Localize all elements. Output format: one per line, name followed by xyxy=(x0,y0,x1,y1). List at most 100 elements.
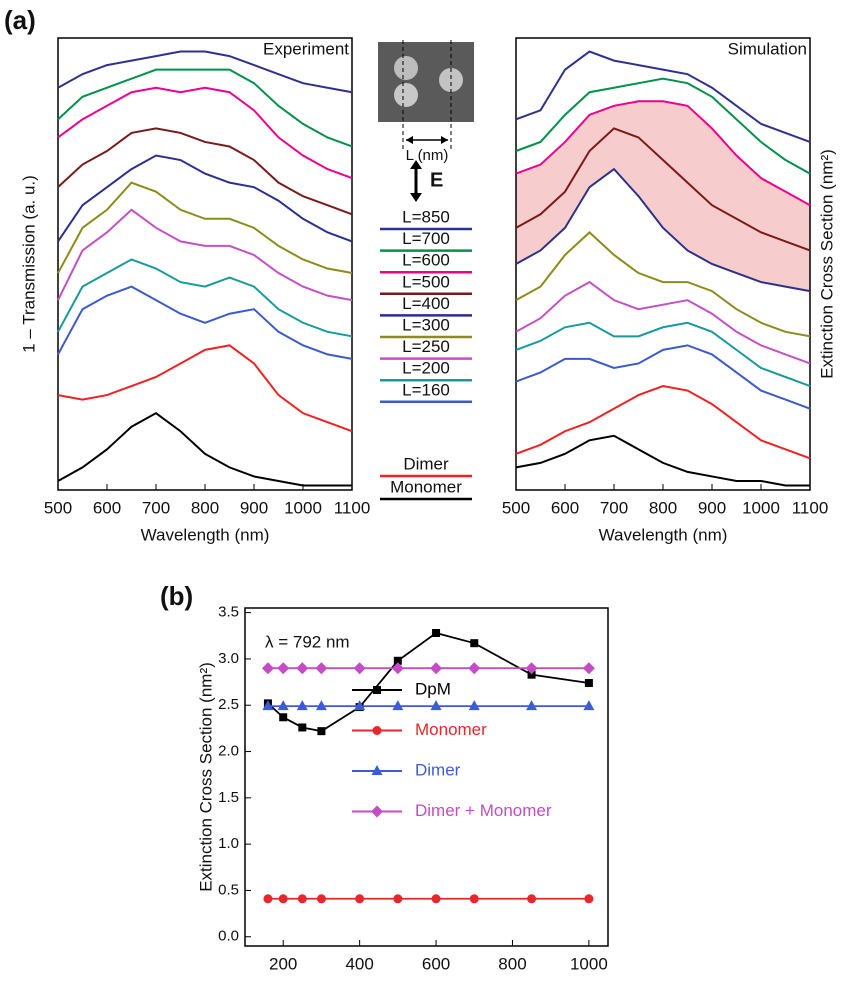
marker xyxy=(315,662,328,675)
x-tick-label: 600 xyxy=(551,498,579,517)
series-line xyxy=(57,50,353,94)
plot-frame xyxy=(244,607,609,947)
panel-label: (a) xyxy=(4,5,36,35)
marker xyxy=(296,662,309,675)
legend-label: L=250 xyxy=(402,337,450,356)
x-tick-label: 800 xyxy=(191,498,219,517)
marker xyxy=(262,700,274,711)
particle xyxy=(394,56,418,80)
marker xyxy=(279,713,288,722)
marker xyxy=(315,700,327,711)
marker xyxy=(371,765,383,775)
field-label: E xyxy=(430,169,443,191)
legend-label: L=200 xyxy=(402,359,450,378)
y-tick-label: 0.0 xyxy=(218,928,239,945)
chart-title: Simulation xyxy=(728,39,807,58)
panel-label: (b) xyxy=(160,581,193,611)
series-line xyxy=(57,208,353,302)
series-line xyxy=(57,68,353,148)
shaded-band xyxy=(516,101,810,292)
series-line xyxy=(515,385,811,460)
legend-label: L=700 xyxy=(402,229,450,248)
y-tick-label: 2.5 xyxy=(218,696,239,713)
x-tick-label: 1000 xyxy=(570,954,608,973)
marker xyxy=(354,700,366,711)
series-line xyxy=(515,127,811,252)
annotation: λ = 792 nm xyxy=(265,632,350,651)
marker xyxy=(298,723,307,732)
x-axis-title: Wavelength (nm) xyxy=(599,525,728,544)
marker xyxy=(468,662,481,675)
series-line xyxy=(515,230,811,338)
y-axis-title: Extinction Cross Section (nm²) xyxy=(817,149,836,379)
x-tick-label: 400 xyxy=(345,954,373,973)
marker xyxy=(527,670,536,679)
series-line xyxy=(57,258,353,338)
series-line xyxy=(57,86,353,180)
marker xyxy=(584,679,593,688)
legend-label: L=500 xyxy=(402,272,450,291)
legend-label: Dimer xyxy=(403,454,449,473)
x-tick-label: 1000 xyxy=(284,498,322,517)
marker xyxy=(432,629,441,638)
series-line xyxy=(515,280,811,365)
x-tick-label: 900 xyxy=(240,498,268,517)
marker xyxy=(582,662,595,675)
y-axis-title: Extinction Cross Section (nm²) xyxy=(196,662,215,892)
marker xyxy=(277,700,289,711)
legend-label: DpM xyxy=(415,679,451,698)
series-line xyxy=(57,411,352,487)
marker xyxy=(371,805,383,818)
marker xyxy=(470,639,479,648)
marker xyxy=(525,662,538,675)
legend-label: L=600 xyxy=(402,251,450,270)
inset-label: L (nm) xyxy=(406,147,449,164)
y-tick-label: 2.0 xyxy=(218,743,239,760)
series-line xyxy=(57,285,353,360)
x-tick-label: 1100 xyxy=(334,498,371,517)
x-tick-label: 700 xyxy=(142,498,170,517)
marker xyxy=(526,700,538,711)
marker xyxy=(391,662,404,675)
series-line xyxy=(515,434,810,487)
legend-label: L=850 xyxy=(402,207,450,226)
particle xyxy=(394,83,418,107)
series-line xyxy=(267,632,590,733)
x-tick-label: 1100 xyxy=(792,498,829,517)
marker xyxy=(263,894,273,904)
marker xyxy=(373,686,381,694)
series-line xyxy=(57,127,353,216)
field-arrow-head xyxy=(410,160,422,202)
legend-label: L=400 xyxy=(402,294,450,313)
legend-label: L=300 xyxy=(402,315,450,334)
series-line xyxy=(515,100,811,207)
marker xyxy=(278,894,288,904)
x-tick-label: 200 xyxy=(269,954,297,973)
series-line xyxy=(57,181,353,275)
legend-label: Dimer xyxy=(415,760,461,779)
series-line xyxy=(57,344,353,433)
sem-inset xyxy=(378,40,474,150)
x-tick-label: 800 xyxy=(498,954,526,973)
y-tick-label: 0.5 xyxy=(218,881,239,898)
marker xyxy=(355,894,365,904)
legend-label: Monomer xyxy=(415,720,487,739)
particle xyxy=(439,68,463,92)
marker xyxy=(261,662,274,675)
y-tick-label: 3.0 xyxy=(218,650,239,667)
marker xyxy=(296,700,308,711)
marker xyxy=(527,894,537,904)
series-line xyxy=(57,154,353,243)
marker xyxy=(317,727,326,736)
legend-label: L=160 xyxy=(402,380,450,399)
y-tick-label: 1.5 xyxy=(218,789,239,806)
marker xyxy=(584,894,594,904)
marker xyxy=(393,894,403,904)
x-tick-label: 1000 xyxy=(742,498,780,517)
series-line xyxy=(515,77,811,175)
marker xyxy=(469,894,479,904)
marker xyxy=(430,700,442,711)
marker xyxy=(353,662,366,675)
x-tick-label: 700 xyxy=(600,498,628,517)
